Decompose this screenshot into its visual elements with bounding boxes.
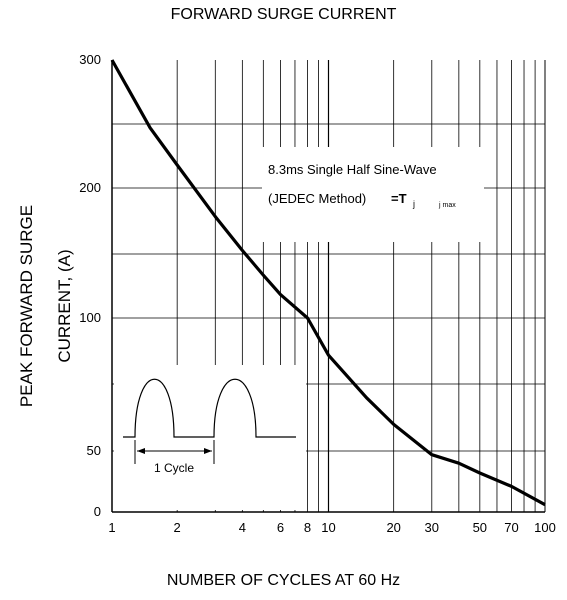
inset-arrowhead-right [204,448,212,454]
y-tick-label: 100 [79,310,101,325]
annotation-line2: (JEDEC Method) [268,191,366,206]
chart-title: FORWARD SURGE CURRENT [170,6,397,23]
inset-arrowhead-left [137,448,145,454]
annotation-sub1: j [412,199,415,209]
x-tick-label: 20 [386,520,400,535]
grid-minor [112,60,545,512]
x-tick-label: 100 [534,520,556,535]
annotation-box [262,147,484,242]
x-tick-label: 2 [174,520,181,535]
y-tick-label: 200 [79,180,101,195]
series-group [110,59,546,507]
x-tick-label: 8 [304,520,311,535]
annotation-eq: =T [391,191,407,206]
x-tick-label: 50 [473,520,487,535]
x-tick-label: 10 [321,520,335,535]
x-tick-label: 30 [425,520,439,535]
x-tick-label: 6 [277,520,284,535]
y-tick-label: 300 [79,52,101,67]
x-tick-label: 1 [108,520,115,535]
inset-waveform [123,378,296,438]
series-line [110,59,546,507]
x-tick-label: 4 [239,520,246,535]
y-tick-label: 50 [87,443,101,458]
x-tick-label: 70 [504,520,518,535]
annotation-line1: 8.3ms Single Half Sine-Wave [268,162,437,177]
plot-frame [111,60,546,513]
annotation-sub2: j max [438,202,456,209]
inset-label: 1 Cycle [154,461,194,475]
x-axis-label: NUMBER OF CYCLES AT 60 Hz [166,572,401,589]
tick-labels: 1 2 4 6 8 10 20 30 50 70 100 300 200 100 50 0 [79,52,556,535]
y-tick-label: 0 [94,504,101,519]
